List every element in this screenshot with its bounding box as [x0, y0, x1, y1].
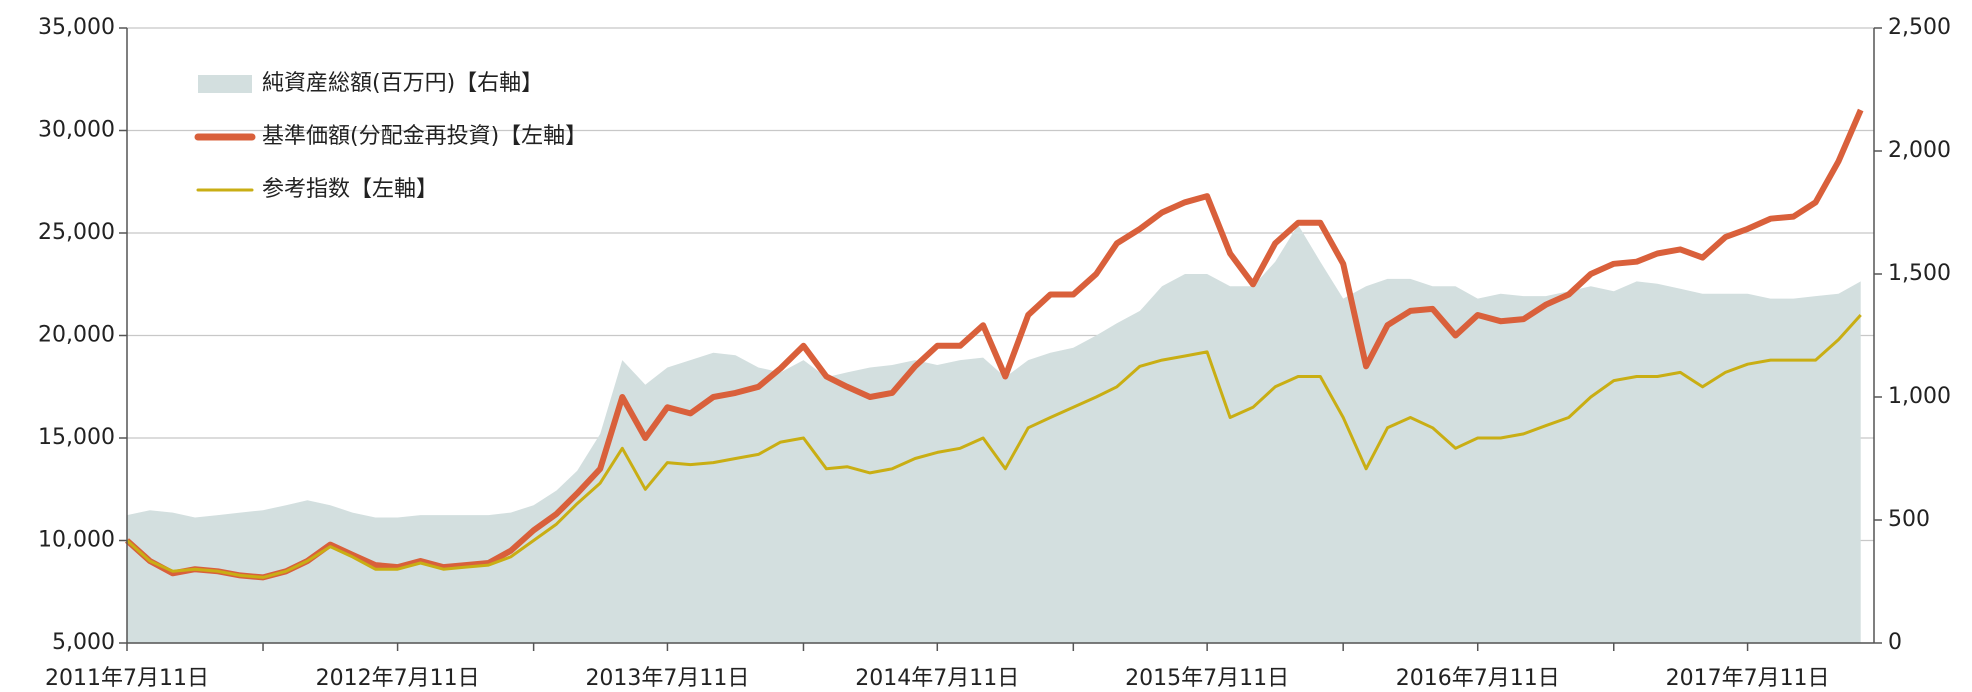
y-tick-label: 5,000 [52, 630, 115, 655]
y-tick-label: 20,000 [38, 323, 115, 348]
x-tick-label: 2016年7月11日 [1396, 666, 1560, 691]
y-tick-label: 15,000 [38, 425, 115, 450]
x-tick-label: 2011年7月11日 [45, 666, 209, 691]
line [124, 108, 1864, 581]
x-tick-label: 2015年7月11日 [1125, 666, 1289, 691]
y-tick-label: 25,000 [38, 220, 115, 245]
x-tick-label: 2012年7月11日 [316, 666, 480, 691]
legend-swatch [198, 75, 252, 93]
y2-tick-label: 500 [1888, 507, 1930, 532]
legend-label: 参考指数【左軸】 [262, 177, 438, 202]
y2-tick-label: 2,000 [1888, 138, 1951, 163]
x-tick-label: 2014年7月11日 [855, 666, 1019, 691]
y-tick-label: 10,000 [38, 528, 115, 553]
line [125, 313, 1862, 579]
y2-tick-label: 1,000 [1888, 384, 1951, 409]
area [127, 224, 1861, 644]
y-tick-label: 30,000 [38, 118, 115, 143]
y2-tick-label: 2,500 [1888, 15, 1951, 40]
y2-tick-label: 0 [1888, 630, 1902, 655]
y-tick-label: 35,000 [38, 15, 115, 40]
x-tick-label: 2013年7月11日 [585, 666, 749, 691]
y2-tick-label: 1,500 [1888, 261, 1951, 286]
legend-label: 基準価額(分配金再投資)【左軸】 [262, 124, 587, 149]
x-tick-label: 2017年7月11日 [1666, 666, 1830, 691]
legend-label: 純資産総額(百万円)【右軸】 [262, 71, 543, 96]
